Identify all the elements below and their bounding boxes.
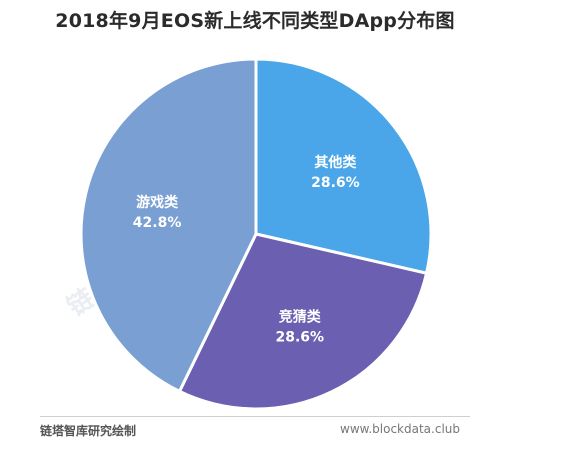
pie-slice [254, 57, 433, 276]
footer-divider [40, 416, 470, 417]
slice-percent-label: 42.8% [133, 215, 182, 231]
slice-percent-label: 28.6% [276, 330, 325, 346]
slice-percent-label: 28.6% [311, 175, 360, 191]
footer-source: 链塔智库研究绘制 [40, 424, 137, 438]
slice-category-label: 竞猜类 [279, 309, 322, 326]
slice-category-label: 其他类 [314, 154, 357, 171]
footer-url: www.blockdata.club [340, 422, 460, 436]
chart-title: 2018年9月EOS新上线不同类型DApp分布图 [55, 10, 455, 32]
slice-category-label: 游戏类 [136, 194, 179, 211]
pie-slice [177, 232, 429, 411]
pie-slice [79, 57, 258, 394]
